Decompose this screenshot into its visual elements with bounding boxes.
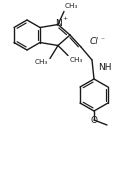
Text: N: N (55, 18, 62, 28)
Text: NH: NH (97, 63, 111, 73)
Text: CH₃: CH₃ (34, 59, 48, 66)
Text: O: O (90, 116, 97, 125)
Text: ⁻: ⁻ (99, 36, 103, 44)
Text: +: + (61, 16, 67, 21)
Text: CH₃: CH₃ (69, 56, 83, 63)
Text: CH₃: CH₃ (64, 3, 78, 10)
Text: Cl: Cl (89, 37, 98, 47)
